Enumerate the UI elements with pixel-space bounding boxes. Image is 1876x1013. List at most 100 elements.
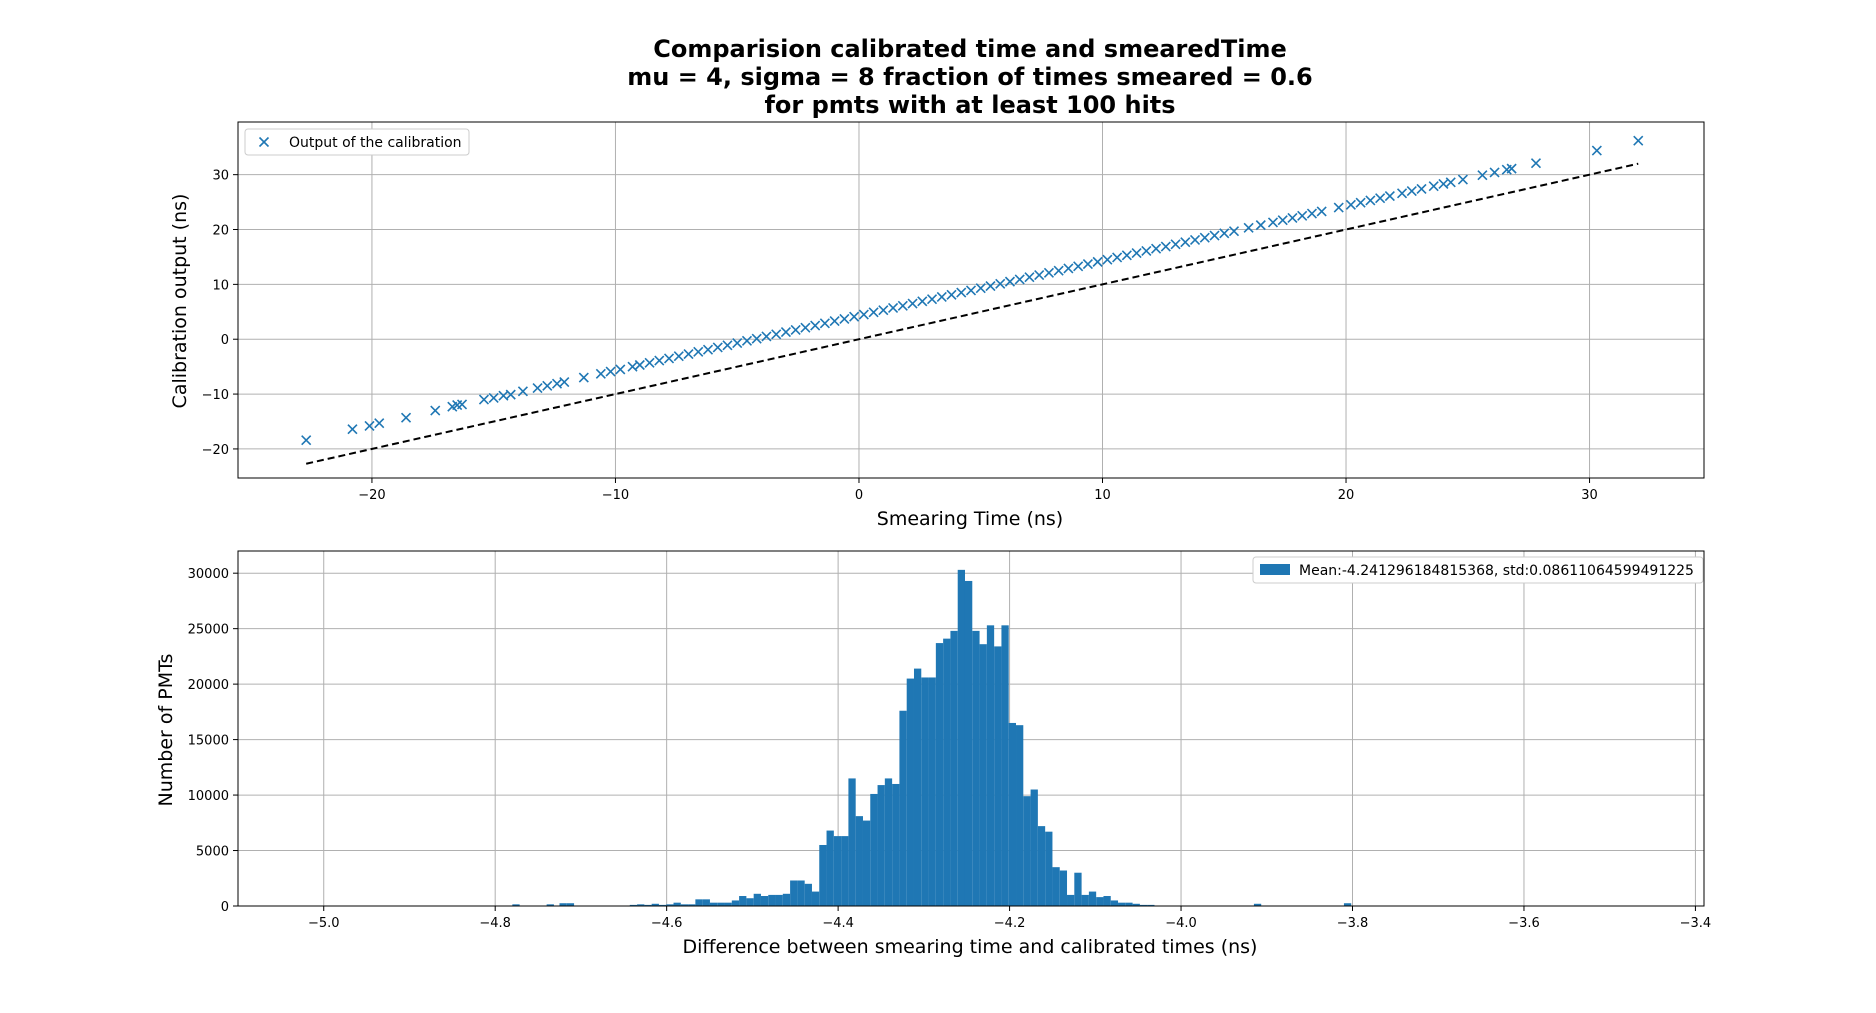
scatter-point-stroke	[374, 418, 385, 429]
scatter-point-stroke	[1131, 248, 1142, 259]
scatter-point	[1189, 234, 1201, 246]
scatter-points	[301, 135, 1644, 446]
scatter-point	[1043, 267, 1054, 278]
scatter-point	[868, 307, 879, 318]
scatter-y-tick-label: 0	[221, 333, 229, 348]
histogram-bar	[637, 904, 645, 906]
scatter-point-stroke	[868, 307, 879, 318]
histogram-bar	[848, 778, 856, 906]
histogram-bar	[826, 830, 834, 906]
histogram-x-tick-label: −3.8	[1337, 916, 1369, 931]
histogram-bar	[731, 900, 740, 906]
scatter-point-stroke	[771, 329, 782, 340]
scatter-point-stroke	[517, 386, 528, 397]
scatter-point	[456, 399, 468, 410]
histogram-bar	[943, 638, 951, 906]
scatter-point	[1131, 248, 1142, 259]
histogram-bar	[1110, 900, 1119, 906]
scatter-point-stroke	[578, 372, 589, 383]
histogram-bar	[546, 904, 554, 906]
histogram-legend-label: Mean:-4.241296184815368, std:0.086110645…	[1299, 563, 1694, 579]
histogram-bar	[1001, 625, 1009, 906]
scatter-point	[1092, 256, 1103, 267]
scatter-point-stroke	[1445, 177, 1456, 188]
histogram-bar	[673, 902, 681, 906]
scatter-point	[1151, 243, 1162, 254]
scatter-point	[1024, 272, 1035, 283]
scatter-point-stroke	[1457, 174, 1468, 185]
scatter-point	[761, 331, 772, 342]
scatter-point-stroke	[1228, 226, 1240, 237]
scatter-point	[1121, 250, 1132, 261]
scatter-point	[347, 424, 358, 435]
scatter-point-stroke	[1112, 252, 1123, 263]
histogram-bar	[1139, 904, 1148, 906]
scatter-point	[1428, 181, 1439, 192]
scatter-point	[532, 382, 543, 394]
scatter-point	[965, 285, 977, 296]
histogram-bar	[559, 903, 567, 906]
histogram-legend: Mean:-4.241296184815368, std:0.086110645…	[1252, 556, 1704, 584]
scatter-point-stroke	[897, 300, 908, 311]
scatter-point	[644, 357, 655, 368]
scatter-point	[1170, 239, 1181, 250]
scatter-point	[1591, 145, 1602, 156]
scatter-point	[374, 418, 385, 429]
scatter-point-stroke	[430, 405, 441, 416]
scatter-point-stroke	[542, 380, 553, 391]
histogram-bar	[1103, 896, 1111, 906]
histogram-bar	[724, 902, 732, 906]
scatter-point-stroke	[858, 309, 869, 320]
scatter-point	[364, 420, 375, 431]
scatter-point	[1034, 269, 1045, 281]
scatter-x-tick-label: −10	[602, 488, 629, 503]
histogram-bar	[1081, 894, 1089, 906]
scatter-point-stroke	[1219, 228, 1230, 239]
title-line-3: for pmts with at least 100 hits	[764, 91, 1175, 119]
histogram-x-axis-label: Difference between smearing time and cal…	[683, 936, 1258, 958]
scatter-point-stroke	[790, 324, 801, 335]
histogram-y-axis-label: Number of PMTs	[155, 654, 177, 807]
scatter-point	[1333, 202, 1344, 213]
histogram-x-tick-label: −4.6	[651, 916, 683, 931]
scatter-point-stroke	[995, 278, 1006, 289]
histogram-bar	[790, 880, 798, 906]
scatter-point	[1102, 254, 1113, 265]
scatter-x-tick-label: 20	[1338, 488, 1355, 503]
scatter-point	[505, 389, 516, 400]
histogram-bar	[709, 902, 718, 906]
title-line-1: Comparision calibrated time and smearedT…	[653, 35, 1286, 63]
scatter-point	[897, 300, 908, 311]
scatter-point-stroke	[1287, 212, 1298, 224]
scatter-point	[400, 412, 412, 423]
scatter-point-stroke	[878, 305, 889, 316]
scatter-point	[1082, 259, 1093, 270]
scatter-x-tick-label: 30	[1581, 488, 1598, 503]
scatter-point-stroke	[1591, 145, 1602, 156]
scatter-point-stroke	[1355, 197, 1366, 208]
scatter-point	[1160, 241, 1171, 252]
scatter-point-stroke	[347, 424, 358, 435]
scatter-point	[1306, 208, 1317, 219]
scatter-x-tick-label: 0	[855, 488, 863, 503]
histogram-bar	[760, 896, 769, 906]
histogram-bar	[566, 903, 575, 906]
scatter-point	[1355, 197, 1366, 208]
scatter-point-stroke	[1189, 234, 1201, 246]
scatter-point-stroke	[683, 348, 694, 360]
scatter-point-stroke	[1297, 210, 1308, 221]
scatter-point-stroke	[1316, 206, 1327, 217]
histogram-bar	[819, 844, 827, 906]
scatter-point	[517, 386, 528, 397]
histogram-bar	[1016, 725, 1024, 906]
histogram-bar	[1118, 902, 1126, 906]
scatter-point	[1375, 193, 1386, 204]
histogram-bar	[1132, 903, 1140, 906]
scatter-point-stroke	[946, 289, 957, 300]
scatter-point	[693, 346, 704, 357]
scatter-point	[673, 351, 684, 362]
scatter-legend-marker	[258, 136, 270, 148]
scatter-point-stroke	[1633, 135, 1644, 146]
scatter-point	[1209, 230, 1220, 241]
scatter-point	[741, 335, 753, 346]
